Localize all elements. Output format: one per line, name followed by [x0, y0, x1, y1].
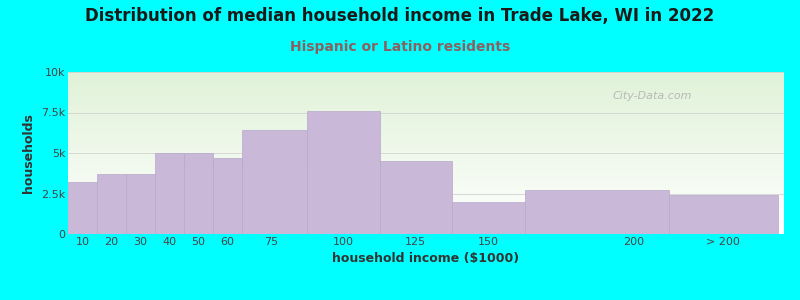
Bar — [126, 174, 155, 234]
Text: Hispanic or Latino residents: Hispanic or Latino residents — [290, 40, 510, 55]
Bar — [307, 111, 380, 234]
Bar — [97, 174, 126, 234]
Bar — [68, 182, 97, 234]
Text: Distribution of median household income in Trade Lake, WI in 2022: Distribution of median household income … — [86, 8, 714, 26]
Bar — [242, 130, 307, 234]
X-axis label: household income ($1000): household income ($1000) — [333, 252, 519, 265]
Y-axis label: households: households — [22, 113, 35, 193]
Bar — [155, 153, 184, 234]
Bar — [213, 158, 242, 234]
Bar — [670, 195, 778, 234]
Text: City-Data.com: City-Data.com — [612, 92, 692, 101]
Bar — [452, 202, 525, 234]
Bar — [184, 153, 213, 234]
Bar — [380, 161, 452, 234]
Bar — [525, 190, 670, 234]
